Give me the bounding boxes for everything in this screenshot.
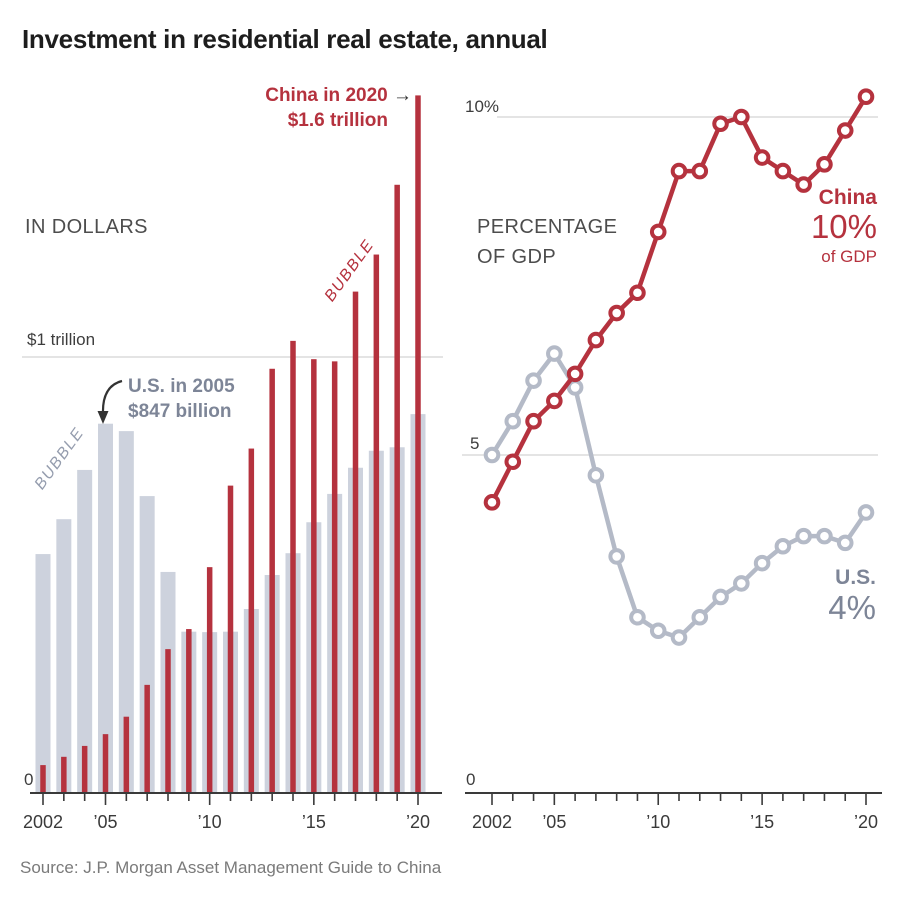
left-xlabel-2015: ’15 [301,812,326,832]
china-bar-2008 [165,649,171,793]
left-panel-label: IN DOLLARS [25,216,148,238]
us-point-2017 [795,527,812,545]
china-point-2015 [753,149,771,166]
right-xlabel-2002: 2002 [471,812,513,832]
us-2005-arrowhead-icon [97,411,109,424]
us-point-2002 [483,446,501,464]
right-arrow-icon: → [393,85,412,106]
china-bar-2014 [290,340,296,793]
china-bar-2004 [81,745,88,793]
china-point-2014 [733,108,750,126]
right-xlabel-2010: ’10 [646,812,671,832]
us-point-2003 [504,412,522,430]
china-current-value: 10% [810,208,877,245]
us-point-2019 [836,534,854,552]
us-point-2014 [733,575,750,592]
china-point-2018 [816,156,833,173]
china-point-2017 [795,176,812,193]
us-bar-2007 [139,496,155,793]
us-point-2009 [629,608,646,626]
china-bar-2005 [102,734,109,793]
china-bar-2013 [269,368,275,793]
china-point-2007 [587,331,605,349]
us-point-2012 [691,608,709,626]
china-point-2008 [608,304,625,322]
china-point-2011 [670,162,688,180]
right-xlabel-2020: ’20 [853,812,879,832]
china-bar-2012 [248,448,255,793]
us-point-2011 [670,629,688,646]
right-panel-label-line2: OF GDP [477,246,557,268]
china-bar-2007 [144,684,150,793]
us-point-2013 [712,588,729,606]
figure-title: Investment in residential real estate, a… [22,24,548,54]
left-gridline-label: $1 trillion [27,330,96,349]
us-series-label: U.S. [835,566,876,589]
us-point-2015 [753,554,771,572]
china-2020-annotation-text: China in 2020 [265,85,388,106]
china-bar-2002 [40,765,46,793]
us-bar-2005 [98,423,113,793]
us-bar-2004 [77,469,93,793]
left-xlabel-2020: ’20 [405,812,431,832]
china-bar-2019 [394,184,400,793]
us-point-2010 [649,622,667,640]
us-bar-2003 [56,519,72,793]
china-bar-2010 [206,567,213,793]
china-line [489,95,868,504]
right-zero-label: 0 [466,770,476,789]
china-bar-2011 [227,485,234,793]
china-point-2012 [691,162,709,180]
right-panel-label-line1: PERCENTAGE [477,216,618,238]
us-point-2020 [857,504,875,521]
us-2005-annotation-line2: $847 billion [128,401,232,422]
china-bar-2020 [415,95,421,793]
china-bar-2003 [61,756,67,793]
china-point-2010 [649,223,667,241]
china-point-2020 [857,88,875,106]
source-credit: Source: J.P. Morgan Asset Management Gui… [20,858,442,877]
china-point-2016 [774,162,792,180]
china-point-2006 [566,365,584,383]
right-xlabel-2015: ’15 [750,812,775,832]
right-xlabel-2005: ’05 [542,812,567,832]
left-xlabel-2002: 2002 [22,812,64,832]
us-point-2004 [525,372,542,389]
china-point-2009 [629,284,646,302]
left-xlabel-2005: ’05 [93,812,118,832]
us-2005-arrow-curve [101,379,123,415]
china-bar-2015 [311,359,317,793]
us-bar-2002 [35,554,51,793]
china-bar-2006 [123,716,130,793]
china-2020-annotation-line2: $1.6 trillion [287,110,388,131]
china-point-2019 [836,122,854,139]
china-series-label: China [818,186,877,209]
china-bar-2009 [186,629,192,793]
china-value-unit: of GDP [821,247,877,266]
right-ten-label: 10% [465,97,500,116]
us-2005-annotation-line1: U.S. in 2005 [128,376,235,397]
us-point-2016 [774,537,792,555]
us-current-value: 4% [828,589,876,626]
us-point-2005 [546,345,563,362]
us-point-2008 [608,548,625,565]
china-bar-2018 [373,254,380,794]
china-point-2003 [504,453,522,471]
china-point-2013 [712,115,729,133]
left-zero-label: 0 [24,770,34,789]
us-bar-2006 [118,431,134,793]
us-point-2018 [816,527,833,545]
china-point-2002 [483,494,501,511]
china-bar-2016 [331,361,338,793]
us-point-2007 [587,466,605,484]
china-point-2005 [546,392,563,410]
china-point-2004 [525,412,542,430]
china-2020-annotation-line1: China in 2020 → [240,85,412,107]
china-bar-2017 [352,291,359,793]
left-xlabel-2010: ’10 [197,812,222,832]
right-five-label: 5 [470,434,480,453]
